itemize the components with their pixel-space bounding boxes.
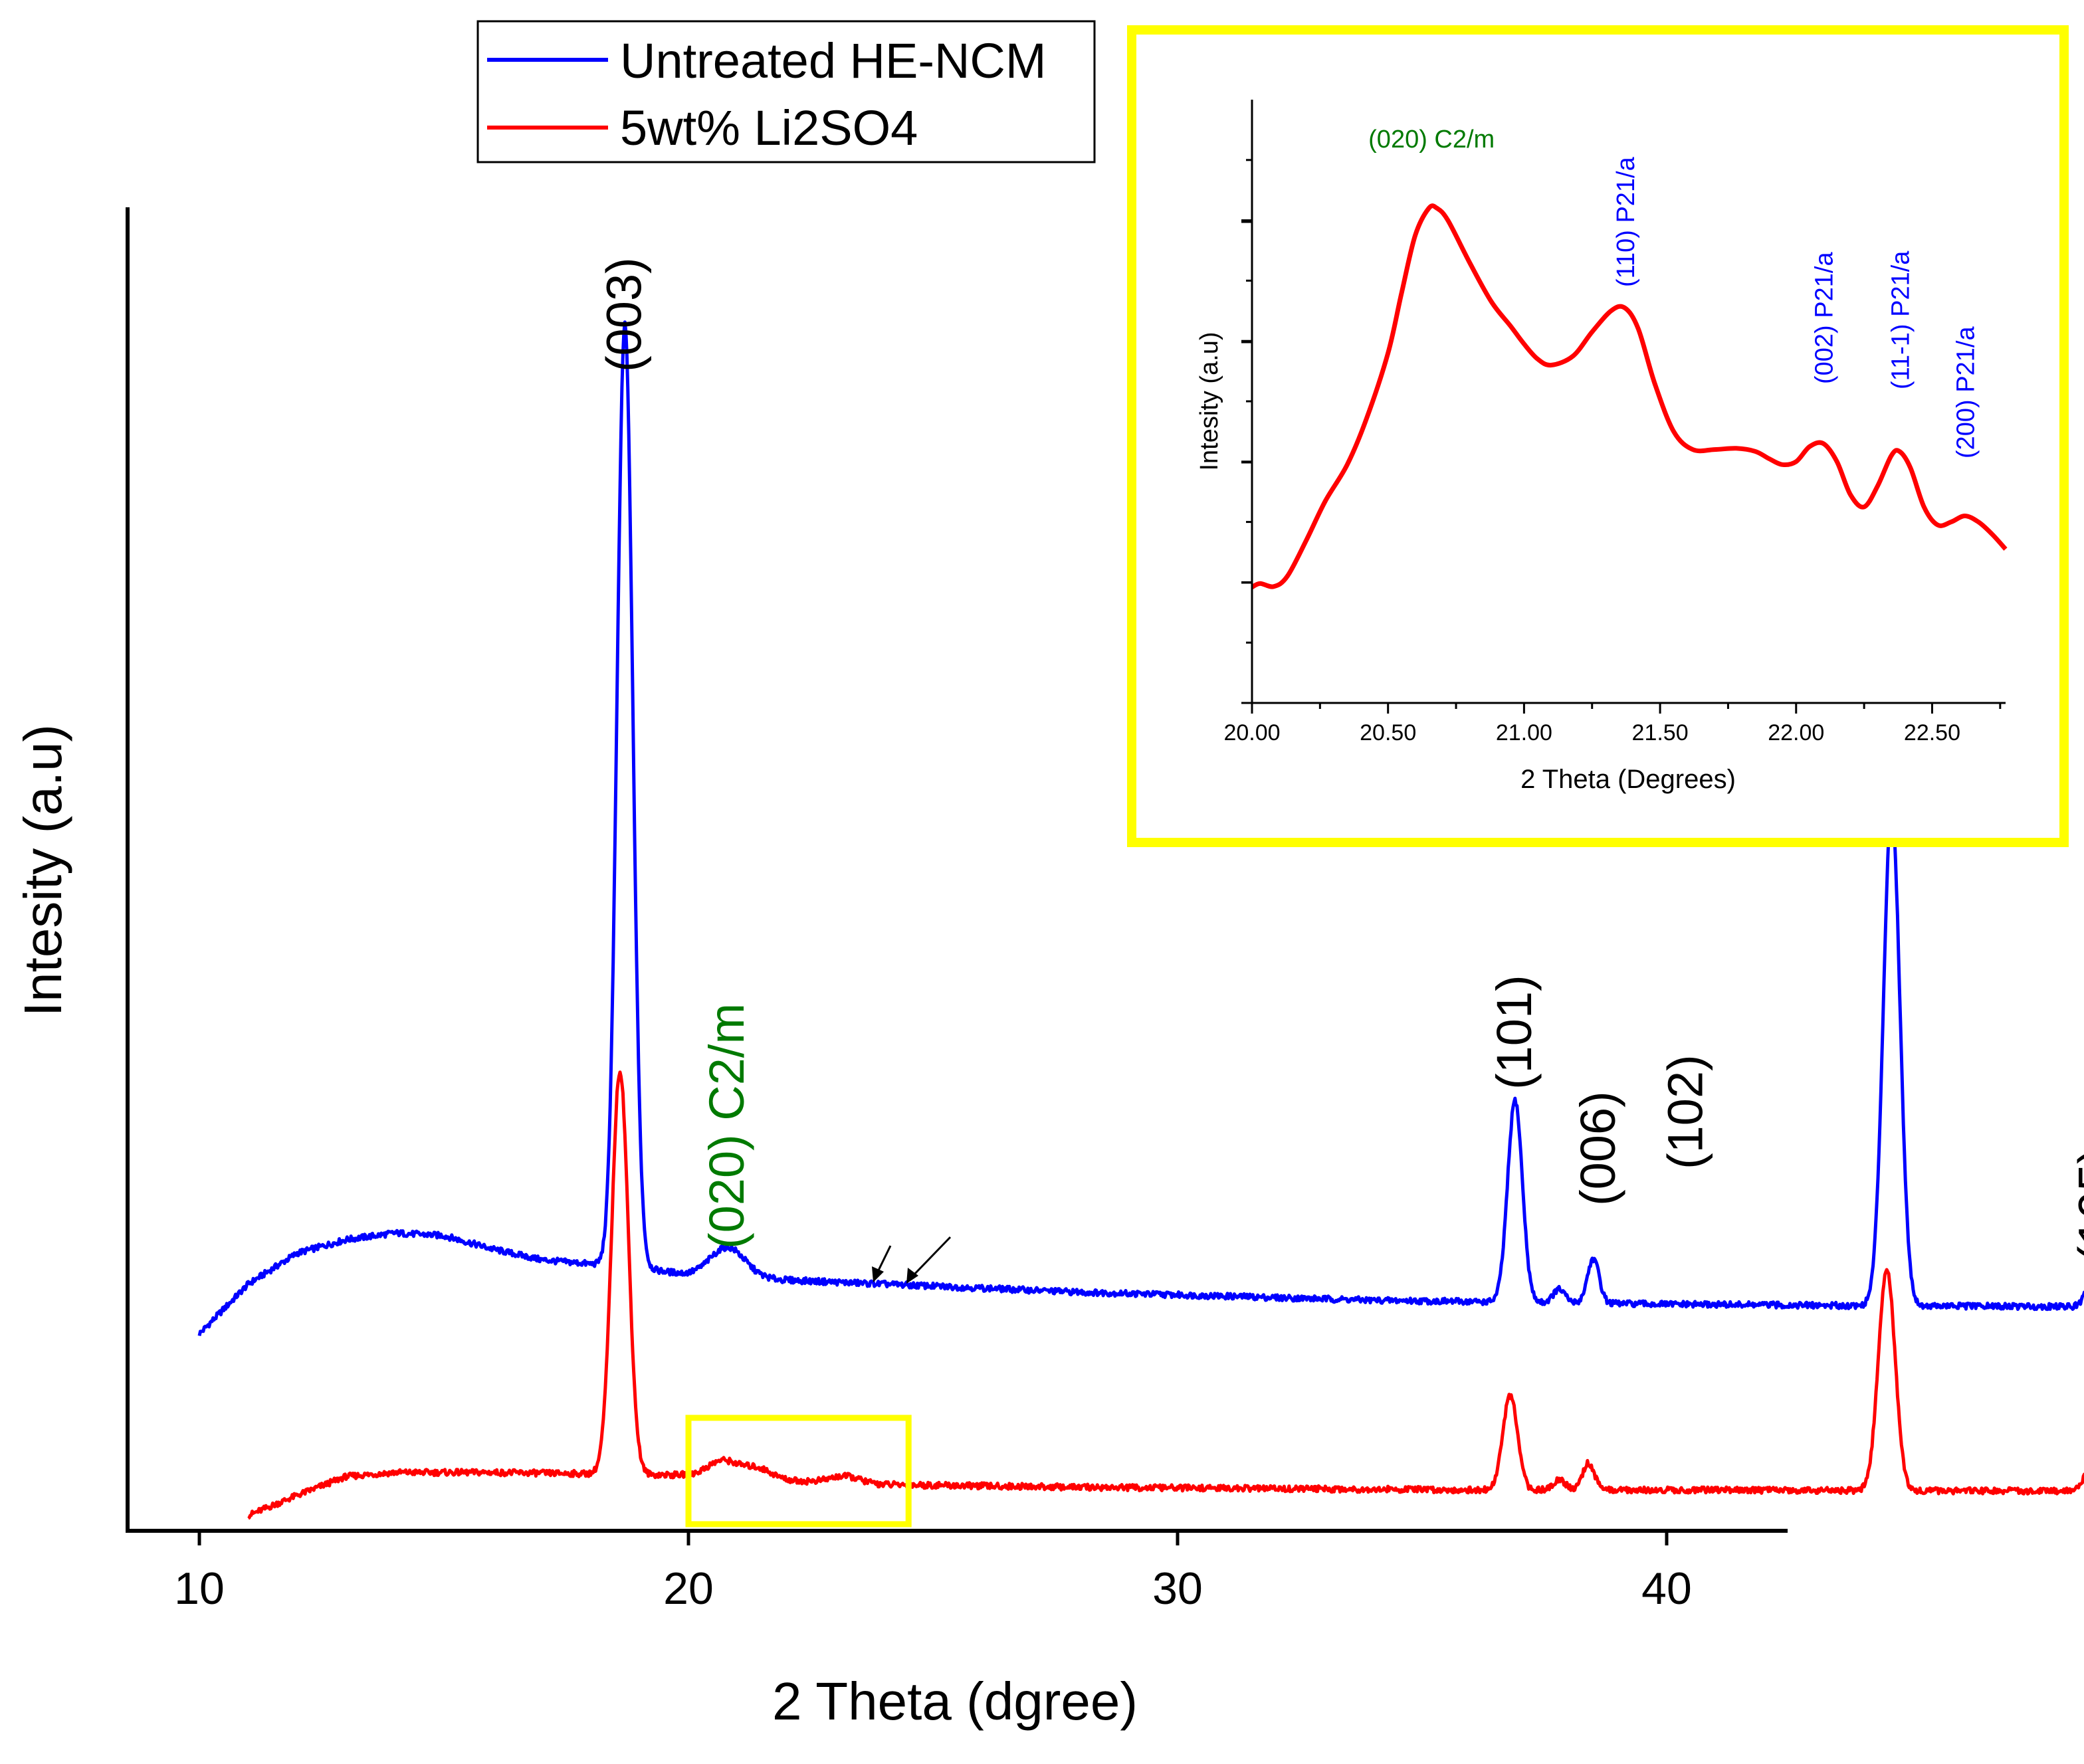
inset-frame [1127,25,2069,847]
series-line-untreated [197,320,2084,1337]
inset-ticks: 20.00 20.50 21.00 21.50 22.00 22.50 [1223,159,2002,745]
inset-x-axis-title: 2 Theta (Degrees) [1520,765,1736,794]
peak-label: (020) C2/m [699,1003,754,1249]
peak-label: (101) [1487,975,1542,1090]
inset-x-tick-label: 20.00 [1223,720,1280,745]
inset-plot: 20.00 20.50 21.00 21.50 22.00 22.50 (020) C2/… [1127,25,2069,847]
inset-peak-label: (020) C2/m [1368,126,1495,153]
main-y-axis-title: Intesity (a.u) [13,724,72,1017]
main-x-tick-label: 10 [174,1563,225,1614]
inset-x-tick-label: 21.00 [1496,720,1552,745]
inset-x-tick-label: 21.50 [1632,720,1689,745]
main-x-axis-title: 2 Theta (dgree) [772,1672,1138,1731]
peak-label: (105) [2069,1147,2084,1262]
highlight-layer [685,1415,912,1527]
arrow-102-head [906,1268,918,1284]
peak-label: (006) [1570,1091,1625,1206]
main-x-tick-label: 40 [1641,1563,1692,1614]
legend-label-li2so4: 5wt% Li2SO4 [620,100,918,155]
legend-box [476,20,1096,163]
inset-series-group [1251,203,2008,589]
arrow-006-head [872,1266,884,1282]
inset-x-tick-label: 22.50 [1904,720,1960,745]
inset-x-tick-label: 22.00 [1768,720,1824,745]
inset-y-axis-title: Intesity (a.u) [1196,332,1223,470]
peak-label: (003) [596,257,651,372]
peak-label: (102) [1658,1054,1713,1169]
inset-peak-label: (200) P21/a [1952,326,1980,458]
arrow-102 [910,1236,952,1278]
highlight-region-box [685,1415,912,1527]
main-x-tick-label: 20 [663,1563,714,1614]
series-line-li2so4 [247,1070,2084,1520]
main-x-ticks: 10203040506070 [174,1531,1692,1614]
main-x-tick-label: 30 [1152,1563,1203,1614]
inset-peak-label: (002) P21/a [1811,252,1839,384]
main-series-group [197,320,2084,1520]
inset-series-line [1251,203,2008,589]
inset-peak-label: (110) P21/a [1612,156,1640,287]
main-axes [126,207,1788,1533]
inset-peak-label: (11-1) P21/a [1887,250,1915,389]
inset-peak-labels: (020) C2/m (110) P21/a (002) P21/a (11-1) P… [1368,126,1980,458]
inset-x-tick-label: 20.50 [1360,720,1416,745]
legend: Untreated HE-NCM 5wt% Li2SO4 [476,20,1096,163]
legend-label-untreated: Untreated HE-NCM [620,33,1047,88]
